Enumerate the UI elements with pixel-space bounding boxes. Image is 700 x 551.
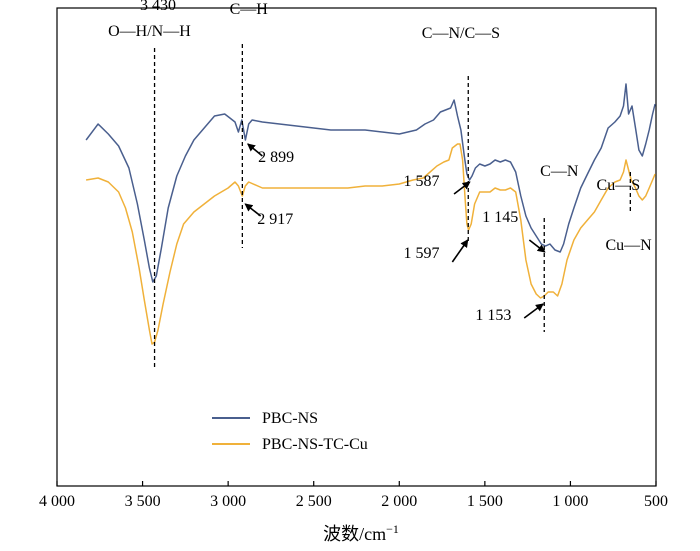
x-tick-label: 2 500 — [296, 493, 332, 510]
annotation-label: C—H — [230, 1, 269, 18]
guide-lines — [153, 44, 631, 368]
annotation-label: Cu—S — [597, 177, 641, 194]
annotation-label: 1 597 — [404, 245, 440, 262]
peak-annotations: 3 430 O—H/N—H C—H 2 899 2 917 C—N/C—S 1 587 1 5… — [108, 0, 652, 324]
x-tick-label: 3 500 — [125, 493, 161, 510]
arrow-5 — [528, 239, 546, 253]
annotation-label: 1 587 — [404, 173, 440, 190]
annotation-label: 2 899 — [258, 149, 294, 166]
annotation-label: 2 917 — [257, 211, 293, 228]
legend-label-2: PBC-NS-TC-Cu — [262, 436, 368, 453]
annotation-arrows — [244, 143, 546, 319]
x-axis-label-text: 波数/cm — [323, 524, 386, 544]
annotation-label: C—N/C—S — [422, 25, 500, 42]
annotation-label: 1 145 — [482, 209, 518, 226]
series-line-1 — [85, 83, 656, 283]
legend: PBC-NS PBC-NS-TC-Cu — [212, 410, 368, 453]
arrow-4 — [451, 239, 469, 263]
series-lines — [85, 83, 656, 345]
arrow-6 — [523, 303, 544, 319]
series-line-2 — [85, 143, 656, 345]
arrow-3 — [453, 181, 471, 195]
x-tick-label: 500 — [644, 493, 668, 510]
x-tick-label: 2 000 — [381, 493, 417, 510]
annotation-label: 3 430 — [140, 0, 176, 14]
annotation-label: C—N — [540, 163, 579, 180]
arrow-1 — [247, 143, 263, 157]
annotation-label: O—H/N—H — [108, 23, 191, 40]
x-tick-label: 1 000 — [552, 493, 588, 510]
annotation-label: 1 153 — [475, 307, 511, 324]
x-tick-label: 3 000 — [210, 493, 246, 510]
x-tick-label: 4 000 — [39, 493, 75, 510]
x-axis-label-sup: −1 — [386, 522, 399, 536]
x-tick-label: 1 500 — [467, 493, 503, 510]
arrow-2 — [244, 203, 262, 217]
annotation-label: Cu—N — [605, 237, 652, 254]
plot-frame — [56, 7, 657, 487]
x-axis-ticks: 4 000 3 500 3 000 2 500 2 000 1 500 1 000 500 — [39, 481, 668, 510]
x-axis-label: 波数/cm−1 — [323, 522, 399, 544]
legend-label-1: PBC-NS — [262, 410, 318, 427]
